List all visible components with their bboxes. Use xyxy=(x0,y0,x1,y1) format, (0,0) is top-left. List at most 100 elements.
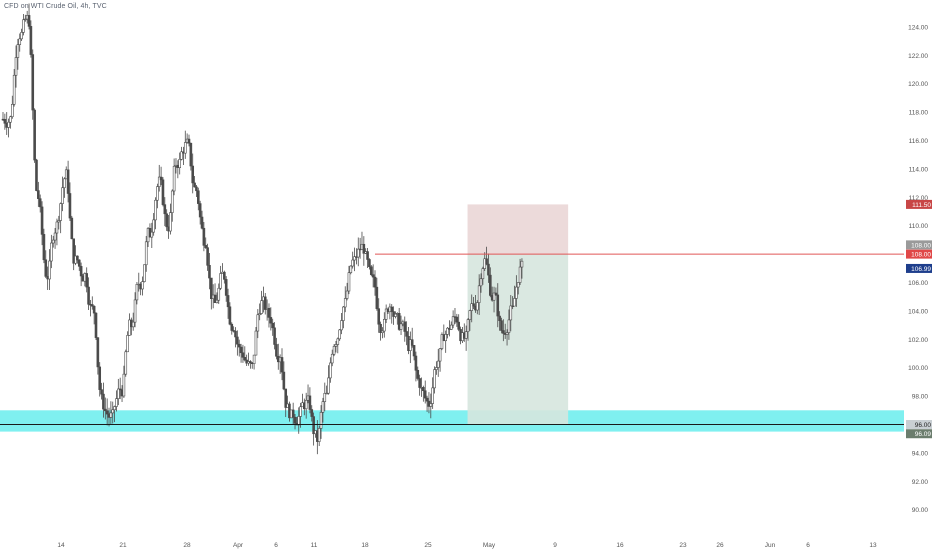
candle-body xyxy=(150,231,154,238)
price-tick-label: 104.00 xyxy=(908,308,928,315)
stop-price-tag-bg xyxy=(906,199,932,209)
candle-body xyxy=(368,259,371,268)
candle-body xyxy=(249,361,252,364)
candle-body xyxy=(18,38,22,45)
candle-body xyxy=(104,408,107,412)
candle-body xyxy=(48,260,51,280)
candle-body xyxy=(117,388,120,399)
support-zone xyxy=(0,410,904,432)
entry-price-tag: 108.00 xyxy=(911,252,931,259)
candle-body xyxy=(77,259,81,267)
candle-body xyxy=(154,199,157,221)
candles-layer xyxy=(1,3,524,455)
candle-body xyxy=(213,294,217,304)
candle-body xyxy=(304,399,308,410)
candle-body xyxy=(237,343,241,348)
time-axis[interactable]: 14 21 28 Apr 6 11 18 25 May 9 16 23 26 Jun 6 13 xyxy=(57,542,877,549)
candle-body xyxy=(87,286,90,305)
candle-body xyxy=(436,360,440,368)
candle-body xyxy=(133,299,137,323)
candle-body xyxy=(70,217,74,240)
candle-body xyxy=(475,302,479,311)
candle-body xyxy=(252,354,256,364)
candle-body xyxy=(27,15,31,27)
candle-body xyxy=(284,388,288,408)
date-tick-label: 26 xyxy=(716,542,724,549)
candle-body xyxy=(191,165,195,184)
candle-body xyxy=(100,389,103,395)
candle-body xyxy=(384,308,388,320)
candle-body xyxy=(332,346,336,355)
candle-body xyxy=(98,366,102,390)
candle-body xyxy=(317,428,321,442)
candle-body xyxy=(410,339,414,346)
candle-body xyxy=(20,32,23,40)
candle-body xyxy=(369,266,373,275)
candle-body xyxy=(325,392,328,395)
price-tick-label: 92.00 xyxy=(912,479,929,486)
candle-body xyxy=(165,213,168,228)
candle-body xyxy=(466,319,470,332)
candle-body xyxy=(198,203,202,218)
candle-body xyxy=(31,54,35,111)
candle-body xyxy=(226,295,230,308)
candle-body xyxy=(431,387,434,404)
candle-body xyxy=(234,330,237,338)
candle-body xyxy=(520,260,524,268)
price-axis[interactable]: 124.00 122.00 120.00 118.00 116.00 114.00 112.… xyxy=(904,0,932,550)
price-tick-label: 118.00 xyxy=(909,110,929,117)
date-tick-label: 25 xyxy=(424,542,432,549)
candle-body xyxy=(57,220,61,223)
candle-body xyxy=(85,273,88,288)
candle-body xyxy=(356,248,360,258)
candle-body xyxy=(9,116,12,123)
candle-body xyxy=(269,317,273,324)
candle-body xyxy=(414,355,418,371)
candle-body xyxy=(243,357,247,361)
candle-body xyxy=(308,395,312,410)
candle-body xyxy=(477,285,481,303)
date-tick-label: 18 xyxy=(361,542,369,549)
candle-body xyxy=(273,327,276,345)
candle-body xyxy=(451,316,455,326)
candle-body xyxy=(223,271,226,280)
candle-body xyxy=(53,232,57,241)
candle-body xyxy=(390,306,394,312)
candle-body xyxy=(403,321,407,332)
candle-body xyxy=(215,299,219,304)
candle-body xyxy=(42,234,46,261)
candle-body xyxy=(323,392,327,402)
candle-body xyxy=(115,398,118,407)
date-tick-label: 6 xyxy=(274,542,278,549)
candle-body xyxy=(12,74,16,105)
candle-body xyxy=(440,334,444,349)
price-tick-label: 122.00 xyxy=(908,53,928,60)
candle-body xyxy=(310,409,314,417)
candle-body xyxy=(293,416,297,424)
candle-body xyxy=(381,330,384,333)
candle-body xyxy=(500,320,503,331)
candle-body xyxy=(423,390,427,399)
price-tick-label: 120.00 xyxy=(908,81,928,88)
candle-body xyxy=(516,282,520,288)
candle-body xyxy=(50,242,53,262)
candle-body xyxy=(109,412,113,418)
candle-body xyxy=(170,190,174,213)
candle-body xyxy=(449,324,453,330)
price-axis-background xyxy=(904,0,932,550)
candle-body xyxy=(172,165,176,192)
candle-body xyxy=(429,403,433,407)
candle-body xyxy=(379,323,382,333)
price-tick-label: 114.00 xyxy=(909,166,929,173)
candle-body xyxy=(38,198,42,208)
candle-body xyxy=(505,332,509,335)
candle-body xyxy=(418,378,421,388)
candle-body xyxy=(61,187,64,204)
support-ref-price-tag: 96.00 xyxy=(915,422,932,429)
candle-body xyxy=(135,284,139,301)
candle-body xyxy=(464,331,468,339)
price-tick-label: 98.00 xyxy=(912,394,929,401)
candle-body xyxy=(312,416,315,435)
